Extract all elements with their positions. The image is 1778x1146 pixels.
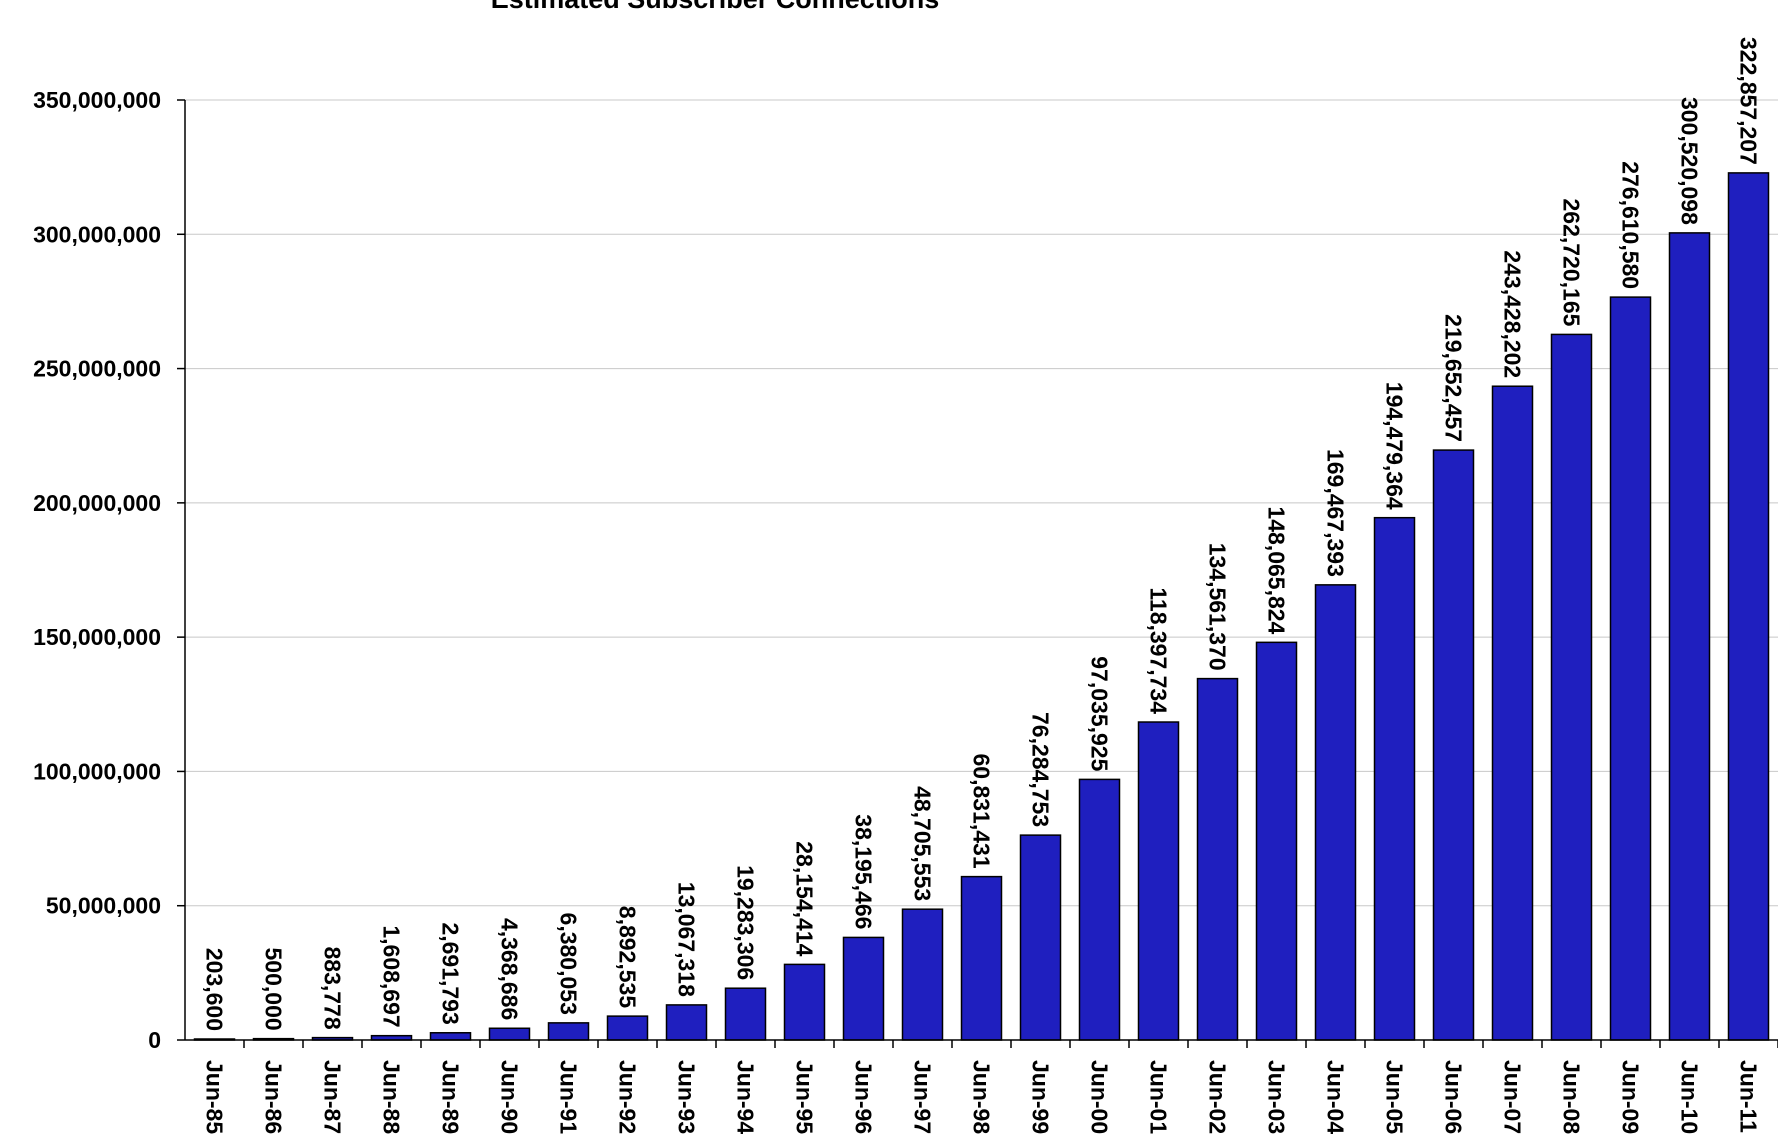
bar (1668, 232, 1711, 1041)
y-tick-label: 350,000,000 (33, 87, 161, 113)
x-tick-label: Jun-92 (615, 1060, 641, 1134)
bar (429, 1032, 472, 1041)
x-tick-label: Jun-94 (733, 1060, 759, 1134)
x-tick-label: Jun-87 (320, 1060, 346, 1134)
bar (724, 987, 767, 1041)
data-label: 118,397,734 (1146, 587, 1172, 714)
bar (1314, 584, 1357, 1041)
x-tick-label: Jun-06 (1441, 1060, 1467, 1134)
x-tick-label: Jun-09 (1618, 1060, 1644, 1134)
data-label: 883,778 (320, 946, 346, 1029)
data-label: 97,035,925 (1087, 656, 1113, 771)
data-label: 8,892,535 (615, 906, 641, 1009)
bar (783, 963, 826, 1041)
x-tick-label: Jun-02 (1205, 1060, 1231, 1134)
data-label: 134,561,370 (1205, 543, 1231, 671)
data-label: 203,600 (202, 948, 228, 1031)
bar (488, 1027, 531, 1041)
data-label: 194,479,364 (1382, 382, 1408, 510)
y-tick-label: 100,000,000 (33, 758, 161, 784)
bar (1019, 834, 1062, 1041)
x-tick-label: Jun-93 (674, 1060, 700, 1134)
bar (1078, 778, 1121, 1041)
bar (1727, 172, 1770, 1041)
x-tick-label: Jun-01 (1146, 1060, 1172, 1134)
bar (606, 1015, 649, 1041)
x-tick-label: Jun-85 (202, 1060, 228, 1134)
data-label: 1,608,697 (379, 925, 405, 1027)
y-tick-label: 0 (148, 1027, 161, 1053)
x-tick-label: Jun-07 (1500, 1060, 1526, 1134)
data-label: 169,467,393 (1323, 449, 1349, 577)
data-label: 276,610,580 (1618, 161, 1644, 289)
x-tick-label: Jun-11 (1736, 1060, 1762, 1133)
x-tick-label: Jun-10 (1677, 1060, 1703, 1134)
data-label: 28,154,414 (792, 841, 818, 956)
data-label: 148,065,824 (1264, 506, 1290, 634)
bar (1255, 641, 1298, 1041)
x-tick-label: Jun-98 (969, 1060, 995, 1134)
bar (901, 908, 944, 1041)
data-label: 38,195,466 (851, 814, 877, 929)
data-labels: 203,600 500,000 883,778 1,608,697 2,691,793 4… (202, 37, 1762, 1031)
x-tick-label: Jun-96 (851, 1060, 877, 1134)
axes (177, 99, 1778, 1048)
x-tick-label: Jun-95 (792, 1060, 818, 1134)
data-label: 76,284,753 (1028, 712, 1054, 827)
data-label: 13,067,318 (674, 882, 700, 997)
data-label: 2,691,793 (438, 922, 464, 1024)
x-tick-label: Jun-08 (1559, 1060, 1585, 1134)
bar (1609, 296, 1652, 1041)
data-label: 322,857,207 (1736, 37, 1762, 165)
x-tick-label: Jun-88 (379, 1060, 405, 1134)
data-label: 500,000 (261, 948, 287, 1031)
data-label: 243,428,202 (1500, 250, 1526, 378)
y-tick-label: 250,000,000 (33, 356, 161, 382)
x-tick-label: Jun-86 (261, 1060, 287, 1134)
bar (1550, 333, 1593, 1041)
data-label: 262,720,165 (1559, 199, 1585, 327)
bar (1491, 385, 1534, 1041)
bar (665, 1004, 708, 1041)
bar (1432, 449, 1475, 1041)
x-tick-labels: Jun-85 Jun-86 Jun-87 Jun-88 Jun-89 Jun-90 Jun-… (202, 1060, 1762, 1134)
bar (1196, 677, 1239, 1041)
bar (547, 1022, 590, 1041)
y-tick-labels: 0 50,000,000 100,000,000 150,000,000 200,000… (33, 87, 161, 1053)
x-tick-label: Jun-89 (438, 1060, 464, 1134)
x-tick-label: Jun-05 (1382, 1060, 1408, 1134)
chart-title: Estimated Subscriber Connections (0, 0, 1430, 15)
y-tick-label: 300,000,000 (33, 221, 161, 247)
data-label: 60,831,431 (969, 753, 995, 868)
x-tick-label: Jun-00 (1087, 1060, 1113, 1134)
data-label: 300,520,098 (1677, 97, 1703, 225)
x-tick-label: Jun-03 (1264, 1060, 1290, 1134)
y-tick-label: 150,000,000 (33, 624, 161, 650)
x-tick-label: Jun-91 (556, 1060, 582, 1134)
x-tick-label: Jun-04 (1323, 1060, 1349, 1134)
x-tick-label: Jun-97 (910, 1060, 936, 1134)
x-tick-label: Jun-90 (497, 1060, 523, 1134)
bar (842, 936, 885, 1041)
bar (1373, 516, 1416, 1041)
data-label: 4,368,686 (497, 918, 523, 1020)
data-label: 19,283,306 (733, 865, 759, 980)
data-label: 6,380,053 (556, 913, 582, 1015)
x-tick-label: Jun-99 (1028, 1060, 1054, 1134)
bars (193, 172, 1770, 1041)
bar (960, 875, 1003, 1041)
data-label: 48,705,553 (910, 786, 936, 901)
y-tick-label: 50,000,000 (46, 893, 161, 919)
data-label: 219,652,457 (1441, 314, 1467, 442)
bar (1137, 721, 1180, 1041)
y-tick-label: 200,000,000 (33, 490, 161, 516)
